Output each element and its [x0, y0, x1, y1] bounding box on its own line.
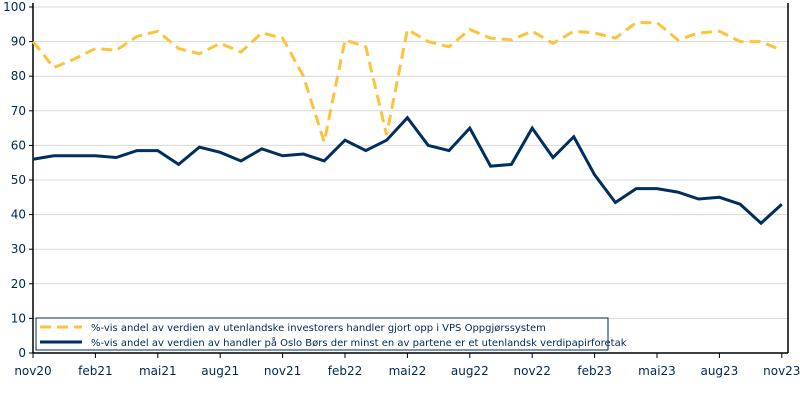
- y-tick-label: 80: [11, 69, 26, 83]
- x-tick-label: aug23: [700, 364, 738, 378]
- y-tick-label: 10: [11, 311, 26, 325]
- y-tick-label: 20: [11, 277, 26, 291]
- x-tick-label: mai23: [638, 364, 676, 378]
- y-tick-label: 90: [11, 35, 26, 49]
- axes: 0 10 20 30 40 50 60 70 80 90 100 nov20 feb21 mai21 aug…: [3, 0, 800, 378]
- y-tick-label: 70: [11, 104, 26, 118]
- y-tick-label: 100: [3, 0, 26, 14]
- y-tick-label: 30: [11, 242, 26, 256]
- x-tick-label: nov20: [14, 364, 51, 378]
- y-tick-label: 0: [18, 346, 26, 360]
- x-tick-label: nov22: [514, 364, 551, 378]
- x-tick-label: aug22: [451, 364, 489, 378]
- x-tick-label: feb21: [78, 364, 113, 378]
- legend-label: %-vis andel av verdien av utenlandske in…: [91, 323, 546, 334]
- gridlines: [33, 6, 788, 354]
- series-line-2: [32, 115, 783, 226]
- y-tick-label: 40: [11, 208, 26, 222]
- x-tick-label: nov23: [763, 364, 800, 378]
- x-tick-label: feb22: [328, 364, 363, 378]
- legend: %-vis andel av verdien av utenlandske in…: [35, 317, 627, 351]
- legend-label: %-vis andel av verdien av handler på Osl…: [91, 336, 627, 349]
- series-line-1: [31, 21, 783, 148]
- x-tick-label: aug21: [201, 364, 239, 378]
- x-tick-label: mai21: [139, 364, 177, 378]
- y-tick-label: 60: [11, 138, 26, 152]
- x-tick-label: mai22: [389, 364, 427, 378]
- x-tick-label: feb23: [577, 364, 612, 378]
- series-lines: [31, 21, 783, 226]
- x-tick-label: nov21: [264, 364, 301, 378]
- y-tick-label: 50: [11, 173, 26, 187]
- legend-box: [35, 317, 609, 351]
